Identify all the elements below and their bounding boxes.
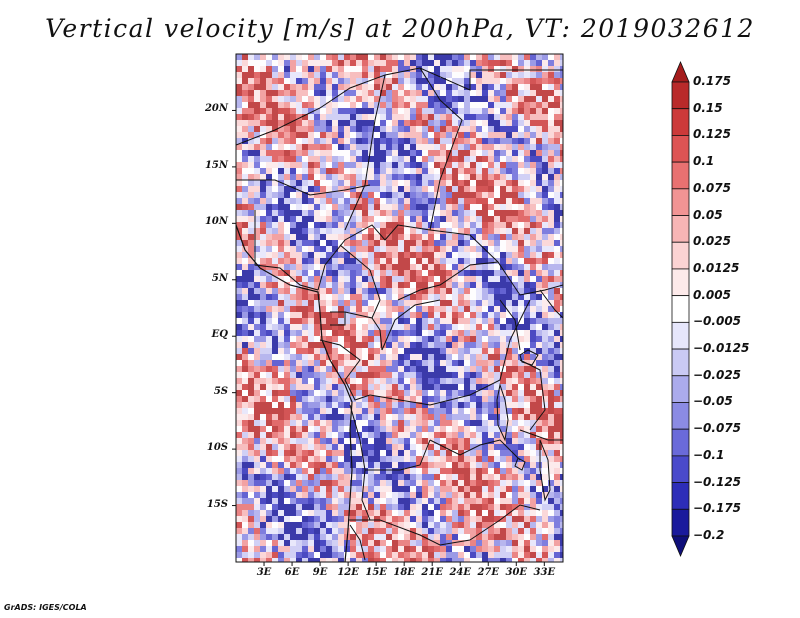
colorbar-swatch — [671, 508, 690, 537]
colorbar-label: 0.125 — [693, 127, 731, 142]
lon-label: 30E — [505, 567, 528, 578]
lon-label: 6E — [284, 567, 300, 578]
lat-label: EQ — [211, 329, 228, 341]
colorbar-swatch — [671, 108, 690, 136]
colorbar-swatch — [671, 81, 690, 110]
colorbar-label: −0.125 — [693, 474, 742, 489]
colorbar-swatch — [671, 215, 690, 243]
colorbar-label: −0.075 — [693, 421, 742, 436]
colorbar-swatch — [671, 188, 690, 216]
lat-label: 15N — [204, 159, 228, 171]
lon-label: 12E — [337, 567, 359, 578]
lon-label: 9E — [312, 567, 328, 578]
colorbar-label: −0.0125 — [693, 341, 750, 356]
colorbar-swatch — [671, 60, 690, 83]
colorbar-swatch — [671, 402, 690, 430]
colorbar-label: 0.005 — [693, 287, 731, 302]
lat-label: 5N — [211, 272, 228, 284]
lat-label: 10S — [206, 442, 228, 454]
lon-label: 3E — [256, 567, 272, 578]
map-frame — [235, 53, 564, 563]
lon-label: 24E — [449, 567, 471, 578]
colorbar-label: −0.025 — [693, 367, 742, 382]
colorbar-swatch — [671, 428, 690, 457]
colorbar-label: 0.075 — [693, 180, 731, 195]
lon-label: 18E — [393, 567, 415, 578]
colorbar-label: 0.1 — [693, 154, 715, 169]
colorbar-swatch — [671, 161, 690, 190]
lon-label: 15E — [365, 567, 387, 578]
colorbar-label: 0.025 — [693, 234, 731, 249]
lon-label: 21E — [421, 567, 443, 578]
colorbar-label: 0.05 — [693, 207, 723, 222]
colorbar-label: 0.175 — [693, 74, 731, 88]
credit-text: GrADS: IGES/COLA — [4, 603, 87, 612]
country-borders — [236, 67, 563, 561]
colorbar-swatch — [671, 375, 690, 403]
colorbar-label: 0.15 — [693, 100, 723, 115]
coastline — [236, 224, 353, 562]
colorbar-swatch — [671, 455, 690, 483]
colorbar-label: −0.05 — [693, 394, 733, 409]
page-title: Vertical velocity [m/s] at 200hPa, VT: 2… — [45, 14, 755, 43]
colorbar-label: −0.005 — [693, 314, 742, 329]
colorbar-swatch — [671, 268, 690, 297]
colorbar-swatch — [671, 348, 690, 377]
colorbar-label: 0.0125 — [693, 260, 740, 275]
colorbar-swatch — [671, 535, 690, 558]
colorbar — [671, 60, 690, 558]
colorbar-label: −0.175 — [693, 501, 742, 516]
lon-label: 27E — [477, 567, 500, 578]
colorbar-swatch — [671, 482, 690, 510]
lat-label: 20N — [204, 103, 228, 115]
lat-label: 10N — [204, 216, 228, 228]
colorbar-swatch — [671, 295, 690, 323]
lon-label: 33E — [533, 567, 556, 578]
axis-ticks — [232, 109, 545, 566]
colorbar-swatch — [671, 135, 690, 163]
colorbar-label: −0.1 — [693, 447, 725, 462]
lat-label: 5S — [213, 385, 228, 397]
colorbar-swatch — [671, 241, 690, 270]
lakes — [496, 349, 551, 502]
lat-label: 15S — [206, 498, 228, 510]
colorbar-swatch — [671, 321, 690, 350]
colorbar-label: −0.2 — [693, 528, 725, 542]
velocity-field — [236, 54, 563, 562]
